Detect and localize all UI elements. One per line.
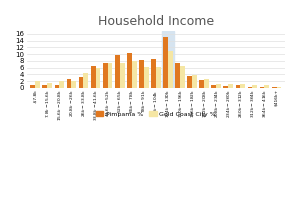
Bar — [127, 53, 132, 88]
Bar — [187, 76, 192, 88]
Bar — [83, 73, 88, 88]
Bar — [55, 85, 59, 88]
Bar — [224, 86, 228, 88]
Bar — [43, 85, 47, 88]
Bar — [168, 51, 173, 88]
Bar — [260, 87, 265, 88]
Bar — [272, 87, 277, 88]
Bar — [139, 60, 144, 88]
Bar — [252, 85, 257, 88]
Bar — [47, 83, 52, 88]
Bar — [175, 63, 180, 88]
Bar — [96, 68, 100, 88]
Bar — [192, 75, 197, 88]
Legend: Pimpama %, Gold Coast City %: Pimpama %, Gold Coast City % — [93, 109, 218, 119]
Bar — [162, 31, 174, 88]
Bar — [71, 80, 76, 88]
Bar — [236, 85, 240, 88]
Bar — [132, 61, 136, 88]
Bar — [67, 79, 71, 88]
Bar — [120, 63, 124, 88]
Bar — [35, 80, 40, 88]
Bar — [108, 63, 112, 88]
Bar — [204, 79, 209, 88]
Bar — [79, 78, 83, 88]
Bar — [163, 37, 168, 88]
Title: Household Income: Household Income — [98, 15, 214, 28]
Bar — [151, 59, 156, 88]
Bar — [277, 87, 281, 88]
Bar — [144, 67, 148, 88]
Bar — [91, 66, 96, 88]
Bar — [228, 83, 233, 88]
Bar — [115, 55, 120, 88]
Bar — [59, 80, 64, 88]
Bar — [103, 63, 108, 88]
Bar — [216, 83, 221, 88]
Bar — [199, 80, 204, 88]
Bar — [240, 84, 245, 88]
Bar — [180, 66, 185, 88]
Bar — [30, 85, 35, 88]
Bar — [212, 85, 216, 88]
Bar — [156, 67, 161, 88]
Bar — [248, 87, 252, 88]
Bar — [265, 85, 269, 88]
